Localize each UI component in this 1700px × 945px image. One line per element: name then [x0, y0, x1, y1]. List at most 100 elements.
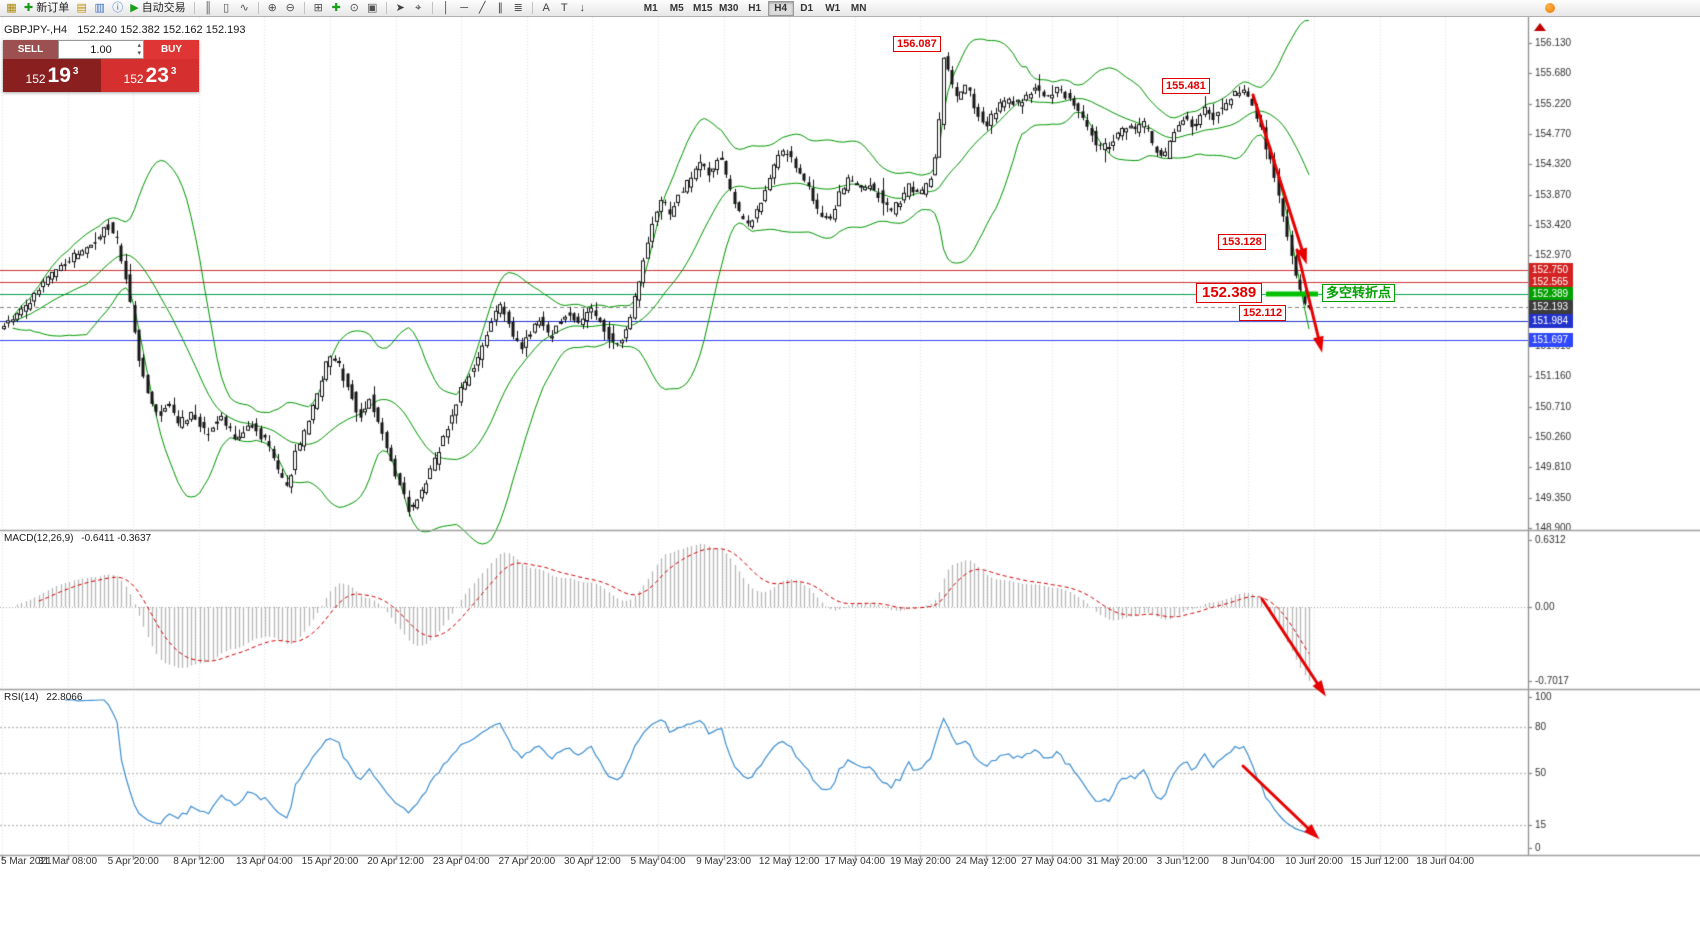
sell-tab[interactable]: SELL	[3, 40, 58, 59]
time-axis-label: 15 Apr 20:00	[301, 856, 359, 867]
data-window-icon[interactable]: ⓘ	[109, 1, 126, 16]
zoom-in-icon-glyph: ⊕	[267, 1, 277, 14]
timeframe-mn-button[interactable]: MN	[850, 2, 867, 14]
trendline-icon[interactable]: ╱	[474, 1, 491, 16]
turning-point-label: 多空转折点	[1322, 284, 1396, 302]
timeframe-m5-button[interactable]: M5	[669, 2, 684, 14]
fibonacci-icon-glyph: ≣	[513, 1, 523, 14]
new-order-button-glyph: ✚	[24, 1, 34, 14]
fibonacci-icon[interactable]: ≣	[510, 1, 527, 16]
one-click-trading-panel: SELL 1.00 ▴ ▾ BUY 152 19 3 152 23 3	[3, 40, 199, 92]
time-axis-label: 24 May 12:00	[955, 856, 1017, 867]
timeframe-d1-button[interactable]: D1	[800, 2, 814, 14]
time-axis-label: 5 Apr 20:00	[107, 856, 159, 867]
price-callout-155481: 155.481	[1162, 78, 1210, 94]
vertical-line-icon[interactable]: │	[438, 1, 455, 16]
rsi-name: RSI(14)	[4, 692, 39, 703]
lot-up-icon[interactable]: ▴	[137, 42, 141, 49]
templates-icon-glyph: ▣	[366, 1, 378, 14]
line-chart-icon-glyph: ∿	[239, 1, 249, 14]
sell-price-pips: 19	[47, 63, 71, 87]
data-window-icon-glyph: ⓘ	[112, 1, 124, 14]
connection-status-icon	[1545, 3, 1555, 13]
market-watch-icon[interactable]: ▥	[91, 1, 108, 16]
time-axis-label: 31 Mar 08:00	[38, 856, 98, 867]
time-axis-label: 8 Jun 04:00	[1222, 856, 1275, 867]
buy-price-sup: 3	[170, 65, 177, 77]
timeframe-h4-button[interactable]: H4	[767, 0, 794, 16]
toolbar-separator	[385, 2, 387, 14]
time-axis-label: 23 Apr 04:00	[432, 856, 490, 867]
time-axis-label: 9 May 23:00	[696, 856, 752, 867]
buy-button[interactable]: 152 23 3	[101, 59, 199, 92]
time-axis-label: 13 Apr 04:00	[236, 856, 293, 867]
toolbar-separator	[531, 2, 533, 14]
buy-price-main: 152	[123, 72, 144, 86]
timeframe-h1-button[interactable]: H1	[748, 2, 762, 14]
tile-windows-icon-glyph: ⊞	[313, 1, 323, 14]
toolbar-separator	[431, 2, 433, 14]
horizontal-line-icon[interactable]: ─	[456, 1, 473, 16]
timeframe-group: M1 M5 M15 M30 H1 H4 D1 W1 MN	[638, 0, 872, 16]
time-axis[interactable]: 5 Mar 2021 31 Mar 08:00 5 Apr 20:00 8 Apr 1…	[0, 856, 1528, 870]
new-order-button[interactable]: ✚ 新订单	[21, 1, 72, 16]
time-axis-label: 18 Jun 04:00	[1416, 856, 1475, 867]
text-label-icon[interactable]: T	[556, 1, 573, 16]
chart-window-icon[interactable]: ▦	[3, 1, 20, 16]
time-axis-label: 5 May 04:00	[630, 856, 686, 867]
chart-window-icon-glyph: ▦	[6, 1, 17, 14]
line-chart-icon[interactable]: ∿	[236, 1, 253, 16]
indicators-icon[interactable]: ✚	[328, 1, 345, 16]
tile-windows-icon[interactable]: ⊞	[310, 1, 327, 16]
sell-price-main: 152	[25, 72, 46, 86]
zoom-out-icon[interactable]: ⊖	[282, 1, 299, 16]
charts-grid-icon[interactable]: ▤	[73, 1, 90, 16]
price-callout-152389: 152.389	[1196, 283, 1263, 303]
lot-spinner[interactable]: ▴ ▾	[137, 42, 141, 58]
timeframe-m15-button[interactable]: M15	[692, 2, 713, 14]
chart-header: GBPJPY-,H4 152.240 152.382 152.162 152.1…	[4, 24, 245, 36]
timeframe-m1-button[interactable]: M1	[643, 2, 658, 14]
candlestick-chart-icon[interactable]: ▯	[218, 1, 235, 16]
autotrading-button[interactable]: ▶ 自动交易	[127, 1, 188, 16]
indicators-icon-glyph: ✚	[331, 1, 341, 14]
lot-size-input[interactable]: 1.00 ▴ ▾	[58, 40, 144, 59]
crosshair-icon-glyph: ⌖	[415, 1, 422, 14]
time-axis-label: 19 May 20:00	[890, 856, 951, 867]
new-order-button-label: 新订单	[36, 1, 70, 14]
chart-canvas[interactable]	[0, 17, 1700, 945]
periods-icon-glyph: ⊙	[349, 1, 359, 14]
crosshair-icon[interactable]: ⌖	[410, 1, 427, 16]
toolbar-separator	[257, 2, 259, 14]
arrows-icon-glyph: ↓	[579, 1, 585, 14]
rsi-value: 22.8066	[46, 692, 83, 703]
chart-ohlc-values: 152.240 152.382 152.162 152.193	[77, 24, 246, 36]
autotrading-button-label: 自动交易	[141, 1, 186, 14]
lot-size-value: 1.00	[90, 43, 112, 56]
buy-tab[interactable]: BUY	[144, 40, 199, 59]
timeframe-m30-button[interactable]: M30	[718, 2, 739, 14]
bar-chart-icon[interactable]: ║	[200, 1, 217, 16]
lot-down-icon[interactable]: ▾	[137, 50, 141, 57]
time-axis-label: 3 Jun 12:00	[1156, 856, 1209, 867]
text-icon[interactable]: A	[538, 1, 555, 16]
zoom-in-icon[interactable]: ⊕	[264, 1, 281, 16]
time-axis-label: 12 May 12:00	[758, 856, 820, 867]
main-toolbar: ▦ ✚ 新订单 ▤ ▥ ⓘ ▶ 自动交易 ║ ▯ ∿ ⊕ ⊖ ⊞ ✚ ⊙ ▣ ➤ ⌖ │ ─ ╱ ∥ ≣ A T ↓ M1 M5 M15…	[0, 0, 1700, 17]
autotrading-button-glyph: ▶	[130, 1, 139, 14]
time-axis-label: 31 May 20:00	[1086, 856, 1148, 867]
timeframe-w1-button[interactable]: W1	[825, 2, 841, 14]
text-icon-glyph: A	[542, 1, 550, 14]
periods-icon[interactable]: ⊙	[346, 1, 363, 16]
time-axis-label: 10 Jun 20:00	[1285, 856, 1343, 867]
bar-chart-icon-glyph: ║	[204, 1, 213, 14]
market-watch-icon-glyph: ▥	[94, 1, 105, 14]
equidistant-channel-icon[interactable]: ∥	[492, 1, 509, 16]
sell-button[interactable]: 152 19 3	[3, 59, 101, 92]
time-axis-label: 27 May 04:00	[1021, 856, 1082, 867]
arrows-icon[interactable]: ↓	[574, 1, 591, 16]
price-callout-156087: 156.087	[893, 36, 941, 52]
trendline-icon-glyph: ╱	[478, 1, 486, 14]
templates-icon[interactable]: ▣	[364, 1, 381, 16]
cursor-icon[interactable]: ➤	[392, 1, 409, 16]
